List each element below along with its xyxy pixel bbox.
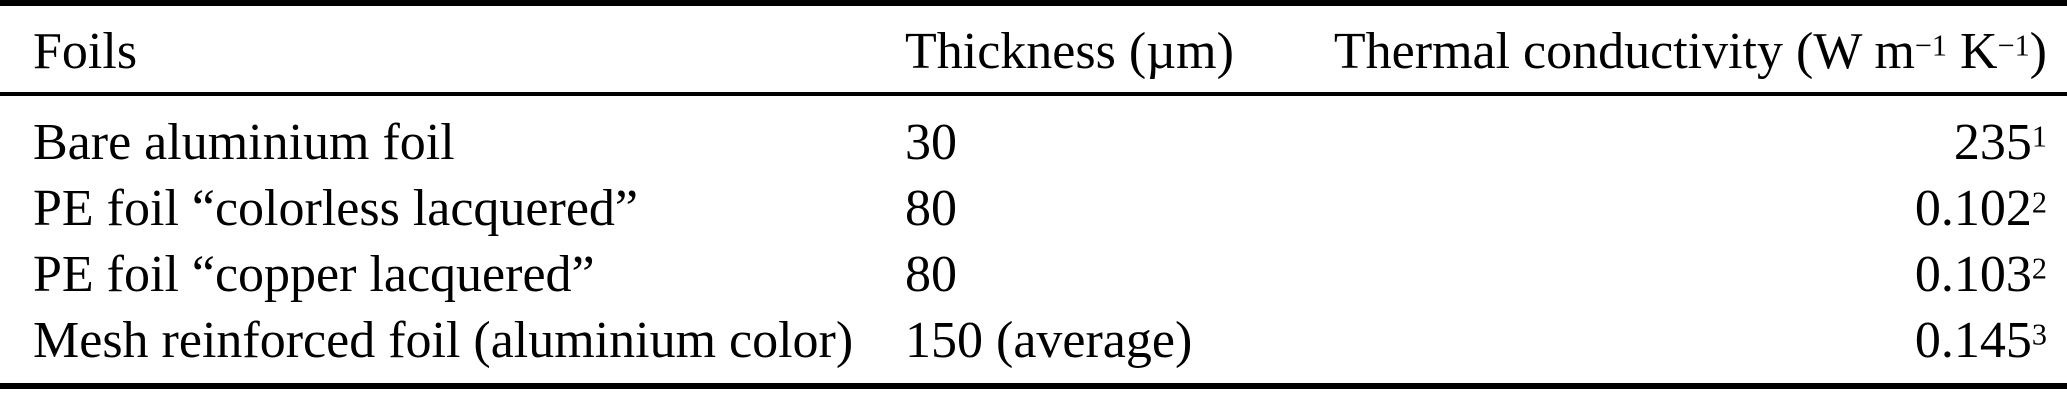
thickness-cell: 80 (905, 246, 957, 303)
footnote-ref: 1 (2031, 119, 2047, 154)
table-body: Bare aluminium foil 30 2351 PE foil “col… (0, 94, 2067, 386)
table-row: PE foil “copper lacquered” 80 0.1032 (0, 242, 2067, 308)
conductivity-value: 0.145 (1914, 312, 2032, 369)
table-row: Bare aluminium foil 30 2351 (0, 94, 2067, 176)
table-row: PE foil “colorless lacquered” 80 0.1022 (0, 176, 2067, 242)
foil-name-cell: PE foil “copper lacquered” (33, 246, 595, 303)
footnote-ref: 3 (2031, 317, 2047, 352)
table-row: Mesh reinforced foil (aluminium color) 1… (0, 308, 2067, 386)
footnote-ref: 2 (2031, 251, 2047, 286)
conductivity-cell: 2351 (1287, 94, 2067, 176)
thickness-cell: 150 (average) (905, 312, 1193, 369)
footnote-ref: 2 (2031, 185, 2047, 220)
thickness-cell: 80 (905, 180, 957, 237)
conductivity-value: 235 (1953, 114, 2032, 171)
conductivity-value: 0.102 (1914, 180, 2032, 237)
header-row: Foils Thickness (µm) Thermal conductivit… (0, 3, 2067, 96)
conductivity-cell: 0.1022 (1287, 176, 2067, 242)
header-text-segment: ) (2029, 22, 2047, 80)
header-text-segment: Thermal conductivity (W m (1333, 22, 1915, 80)
column-header-thermal-conductivity: Thermal conductivity (W m−1 K−1) (1287, 3, 2067, 96)
foil-properties-table: Foils Thickness (µm) Thermal conductivit… (0, 0, 2067, 389)
thickness-cell: 30 (905, 114, 957, 171)
column-header-foils: Foils (0, 3, 905, 96)
table-header: Foils Thickness (µm) Thermal conductivit… (0, 3, 2067, 96)
column-header-thickness: Thickness (µm) (905, 3, 1287, 96)
conductivity-cell: 0.1453 (1287, 308, 2067, 386)
foil-name-cell: Mesh reinforced foil (aluminium color) (33, 312, 854, 369)
conductivity-cell: 0.1032 (1287, 242, 2067, 308)
conductivity-value: 0.103 (1914, 246, 2032, 303)
header-text-segment: K (1947, 22, 1998, 80)
exponent-superscript: −1 (1997, 27, 2030, 62)
foil-name-cell: Bare aluminium foil (33, 114, 455, 171)
foil-name-cell: PE foil “colorless lacquered” (33, 180, 638, 237)
exponent-superscript: −1 (1914, 27, 1948, 62)
